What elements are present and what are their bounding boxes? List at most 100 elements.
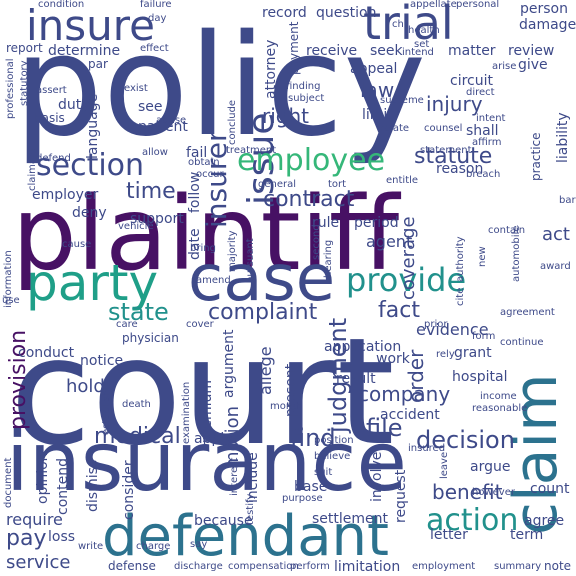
word: practice	[529, 132, 543, 181]
word: arise	[492, 61, 517, 72]
word: compensation	[228, 561, 299, 572]
word: examination	[181, 381, 192, 444]
word: care	[116, 319, 138, 330]
word: reason	[436, 161, 484, 177]
word: court	[10, 306, 395, 478]
word: employment	[412, 561, 476, 572]
word: count	[530, 481, 570, 497]
word: pay	[6, 526, 47, 551]
word: intent	[476, 113, 506, 124]
word: trial	[363, 0, 454, 50]
word: insurance	[6, 415, 407, 510]
word: bar	[559, 195, 576, 206]
word: grant	[454, 345, 492, 361]
word: agree	[524, 513, 565, 529]
word: give	[518, 57, 548, 73]
word: tort	[328, 179, 347, 190]
word: damage	[519, 17, 576, 33]
word: obtain	[188, 157, 220, 168]
word: appeal	[350, 61, 398, 77]
word: interest	[229, 457, 240, 496]
word: pursuant	[245, 238, 256, 283]
word: time	[126, 179, 176, 204]
word: base	[294, 479, 328, 495]
word: use	[2, 295, 20, 306]
word: duty	[58, 97, 90, 113]
word: effect	[140, 43, 169, 54]
word: form	[472, 331, 496, 342]
word: file	[366, 414, 403, 442]
word: counsel	[424, 123, 463, 134]
word: settlement	[312, 511, 389, 527]
word: leave	[439, 451, 450, 479]
word: act	[542, 224, 570, 245]
word: occur	[196, 169, 224, 180]
word: establish	[101, 390, 112, 435]
word: month	[270, 401, 303, 412]
word: policy	[14, 5, 427, 168]
word: limitation	[334, 559, 401, 575]
word: company	[358, 382, 451, 406]
word: suit	[314, 467, 333, 478]
word: application	[324, 339, 402, 355]
word: defense	[108, 559, 156, 573]
word: premium	[199, 380, 215, 443]
word: benefit	[432, 480, 503, 504]
word: position	[314, 435, 354, 446]
word: medical	[94, 424, 181, 449]
word: support	[130, 211, 184, 227]
word: amend	[196, 275, 231, 286]
word: notice	[80, 353, 124, 369]
word: summary	[494, 561, 542, 572]
word: majority	[227, 230, 238, 273]
word: entitle	[386, 175, 419, 186]
word: testify	[245, 493, 256, 525]
word: limit	[362, 107, 393, 123]
word: defendant	[102, 504, 389, 569]
word: case	[188, 242, 336, 316]
word: cite	[455, 287, 466, 306]
word: result	[336, 371, 376, 387]
word: opinion	[35, 452, 51, 504]
word: day	[148, 13, 167, 24]
word: attorney	[263, 39, 279, 99]
word: exist	[124, 83, 148, 94]
word: find	[290, 424, 336, 452]
word: seek	[370, 43, 403, 59]
word: argument	[221, 329, 237, 398]
word: prior	[424, 319, 448, 330]
word: abuse	[156, 115, 187, 126]
word: conduct	[18, 345, 75, 361]
word: plaintiff	[12, 175, 400, 294]
word: second	[311, 224, 322, 260]
word: condition	[38, 0, 85, 10]
word: cover	[186, 319, 214, 330]
word: personal	[456, 0, 500, 10]
word: service	[6, 552, 71, 573]
word: argue	[470, 459, 511, 475]
word: write	[78, 541, 104, 552]
word: physician	[122, 331, 179, 345]
word: however	[472, 487, 515, 498]
word: employee	[237, 143, 386, 178]
word: request	[393, 469, 409, 523]
word: general	[258, 179, 297, 190]
word: injury	[426, 92, 483, 116]
word: term	[510, 527, 544, 543]
word: statutory	[19, 60, 30, 106]
word: rule	[312, 215, 340, 231]
word: apply	[194, 431, 233, 447]
word: health	[408, 25, 440, 36]
word: section	[36, 148, 145, 183]
word: person	[520, 1, 568, 17]
word: determine	[48, 43, 121, 59]
word: contain	[488, 225, 526, 236]
word: subject	[288, 93, 325, 104]
word: conclude	[227, 99, 238, 145]
word: continue	[500, 337, 544, 348]
word: see	[138, 99, 163, 115]
word: authority	[455, 236, 466, 282]
word: failure	[140, 0, 172, 10]
word: patient	[138, 119, 188, 135]
word: letter	[430, 527, 468, 543]
